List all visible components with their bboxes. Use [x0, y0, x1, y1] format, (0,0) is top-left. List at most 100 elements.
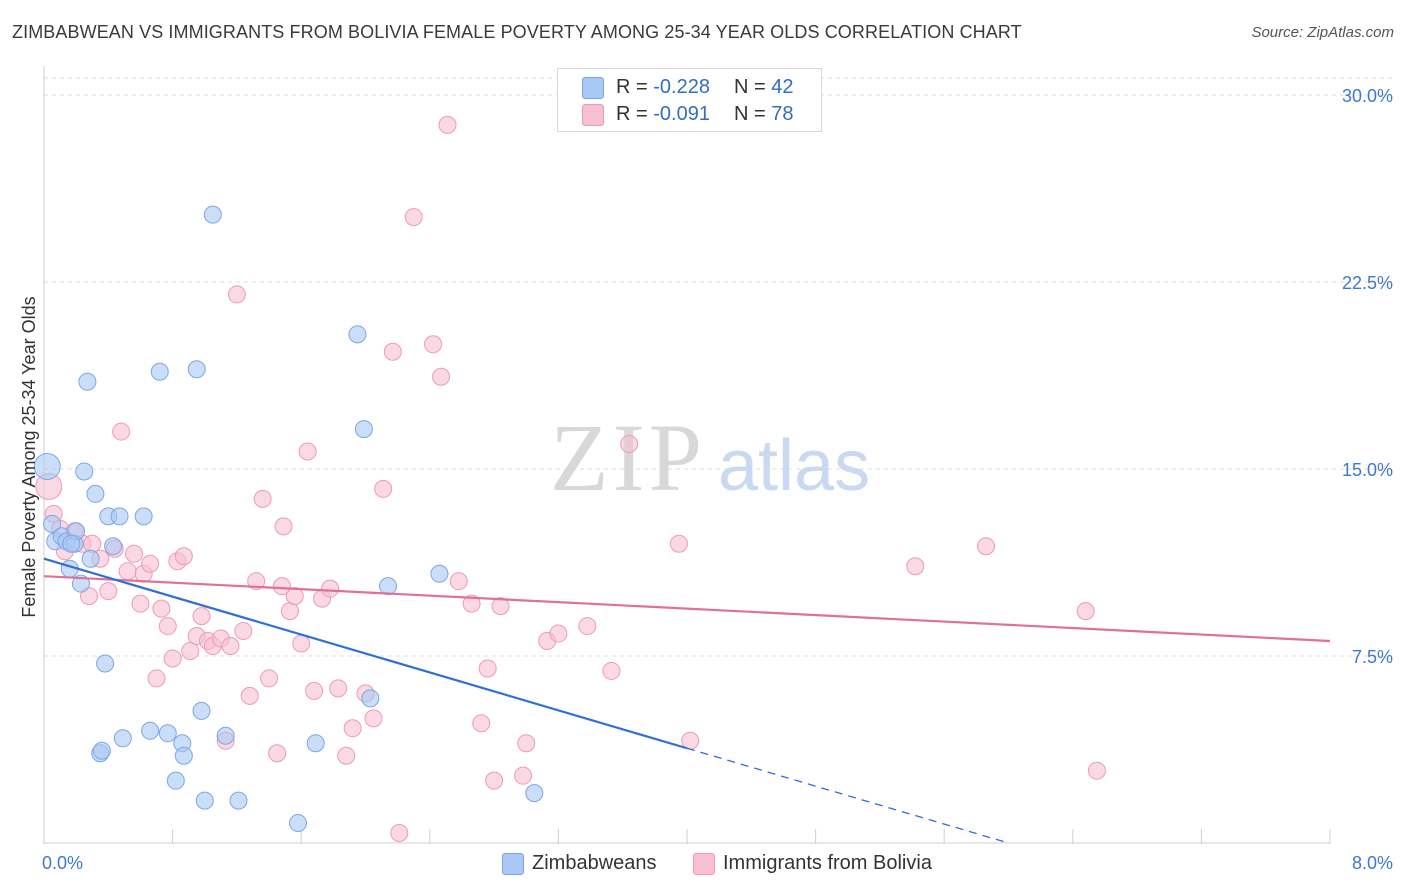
- stats-legend: R = -0.228 N = 42 R = -0.091 N = 78: [557, 68, 822, 132]
- source-credit: Source: ZipAtlas.com: [1251, 24, 1394, 41]
- zimbabwean-point: [78, 372, 97, 391]
- bolivia-point: [152, 599, 171, 618]
- zimbabwean-point: [187, 360, 206, 379]
- zimbabwean-point: [96, 654, 115, 673]
- zimbabwean-point: [229, 791, 248, 810]
- bolivia-point: [472, 714, 491, 733]
- bolivia-point: [390, 824, 409, 843]
- zimbabwean-point: [361, 689, 380, 708]
- bolivia-point: [449, 572, 468, 591]
- zimbabwean-point: [113, 729, 132, 748]
- bolivia-point: [906, 557, 925, 576]
- bolivia-point: [514, 766, 533, 785]
- bolivia-point: [99, 582, 118, 601]
- zimbabwean-point: [354, 420, 373, 439]
- bolivia-point: [478, 659, 497, 678]
- bottom-legend-swatch-blue: [502, 853, 524, 875]
- legend-r: R = -0.091: [616, 103, 710, 125]
- bolivia-point: [174, 547, 193, 566]
- x-tick-label: 0.0%: [42, 853, 83, 873]
- zimbabwean-point: [288, 814, 307, 833]
- zimbabwean-point: [81, 549, 100, 568]
- bolivia-point: [274, 517, 293, 536]
- bolivia-point: [424, 335, 443, 354]
- y-tick-label: 15.0%: [1342, 460, 1393, 480]
- bolivia-point: [260, 669, 279, 688]
- bolivia-point: [181, 642, 200, 660]
- zimbabwean-point: [306, 734, 325, 753]
- bolivia-point: [337, 746, 356, 765]
- zimbabwean-point: [158, 724, 177, 743]
- legend-n-value: 42: [771, 76, 794, 98]
- bolivia-point: [321, 579, 340, 598]
- zimbabwean-point: [525, 784, 544, 803]
- bolivia-point: [141, 554, 160, 573]
- bolivia-point: [1076, 602, 1095, 621]
- bolivia-point: [163, 649, 182, 668]
- bolivia-point: [158, 617, 177, 636]
- bottom-legend-label: Immigrants from Bolivia: [723, 852, 932, 874]
- bolivia-point: [240, 686, 259, 705]
- legend-r-value: -0.091: [653, 103, 710, 125]
- x-tick-label: 8.0%: [1352, 853, 1393, 873]
- legend-n: N = 42: [734, 76, 794, 98]
- bolivia-point: [976, 537, 995, 556]
- axis-labels: 7.5% 15.0% 22.5% 30.0% 0.0% 8.0% Female Povert…: [19, 86, 1393, 873]
- bolivia-point: [292, 634, 311, 653]
- y-tick-label: 7.5%: [1352, 647, 1393, 667]
- bolivia-point: [374, 479, 393, 498]
- legend-r-value: -0.228: [653, 76, 710, 98]
- bolivia-point: [404, 208, 423, 227]
- y-tick-label: 22.5%: [1342, 273, 1393, 293]
- zimbabwean-point: [203, 205, 222, 224]
- zimbabwean-point: [33, 452, 61, 480]
- bolivia-point: [247, 572, 266, 591]
- zimbabwean-point: [192, 701, 211, 720]
- bolivia-point: [432, 367, 451, 386]
- bottom-legend-label: Zimbabweans: [532, 852, 657, 874]
- bolivia-point: [329, 679, 348, 698]
- zimbabwean-points: [33, 205, 544, 833]
- zimbabwean-point: [379, 577, 398, 596]
- bolivia-point: [285, 587, 304, 606]
- bolivia-point: [491, 597, 510, 616]
- zimbabwean-point: [104, 537, 123, 556]
- watermark: ZIP atlas: [550, 404, 870, 511]
- bolivia-points: [35, 115, 1106, 843]
- y-axis-label: Female Poverty Among 25-34 Year Olds: [19, 296, 39, 617]
- chart-title: ZIMBABWEAN VS IMMIGRANTS FROM BOLIVIA FE…: [12, 22, 1022, 42]
- bolivia-point: [298, 442, 317, 461]
- zimbabwean-point: [92, 741, 111, 760]
- legend-r: R = -0.228: [616, 76, 710, 98]
- watermark-atlas: atlas: [718, 426, 870, 506]
- bolivia-point: [438, 115, 457, 134]
- bolivia-point: [125, 544, 144, 563]
- bolivia-point: [280, 602, 299, 621]
- bolivia-point: [578, 617, 597, 636]
- bolivia-point: [462, 594, 481, 613]
- bolivia-point: [83, 534, 102, 553]
- zimbabwean-trend-line: [43, 557, 688, 750]
- bolivia-point: [602, 661, 621, 680]
- watermark-zip: ZIP: [550, 404, 706, 511]
- bolivia-point: [253, 489, 272, 508]
- bolivia-point: [234, 622, 253, 641]
- legend-swatch-blue: [582, 77, 604, 99]
- bolivia-point: [549, 624, 568, 643]
- zimbabwean-point: [110, 507, 129, 526]
- bolivia-point: [192, 607, 211, 626]
- bolivia-point: [343, 719, 362, 738]
- bottom-legend-swatch-pink: [693, 853, 715, 875]
- zimbabwean-point: [141, 721, 160, 740]
- bolivia-point: [364, 709, 383, 728]
- zimbabwean-point: [216, 726, 235, 745]
- zimbabwean-point: [166, 771, 185, 790]
- bolivia-point: [147, 669, 166, 688]
- y-tick-label: 30.0%: [1342, 86, 1393, 106]
- zimbabwean-point: [75, 462, 94, 481]
- legend-swatch-pink: [582, 104, 604, 126]
- zimbabwean-point: [43, 514, 62, 533]
- bolivia-point: [221, 637, 240, 656]
- bolivia-point: [669, 534, 688, 553]
